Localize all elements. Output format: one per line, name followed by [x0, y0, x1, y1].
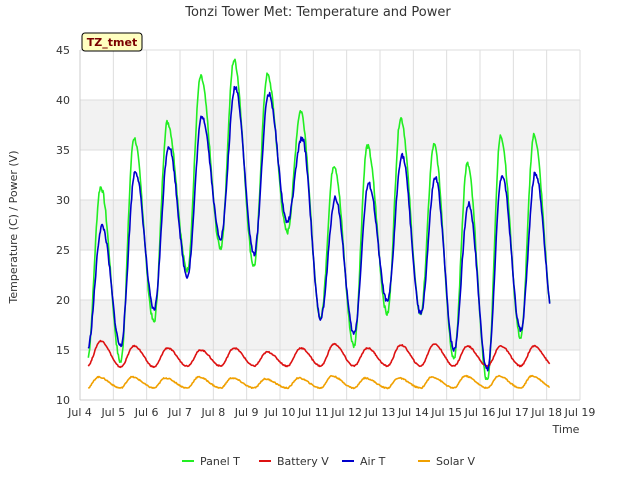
series-line-solar-v: [87, 374, 550, 390]
x-tick-label: Jul 19: [564, 406, 596, 419]
x-tick-label: Jul 18: [530, 406, 562, 419]
y-axis-label: Temperature (C) / Power (V): [7, 150, 20, 304]
x-tick-label: Jul 14: [397, 406, 429, 419]
y-tick-label: 45: [56, 44, 70, 57]
x-tick-label: Jul 15: [430, 406, 462, 419]
background-band: [80, 250, 580, 300]
y-tick-label: 30: [56, 194, 70, 207]
site-tag-box: [81, 32, 143, 52]
y-tick-label: 15: [56, 344, 70, 357]
x-tick-label: Jul 7: [167, 406, 192, 419]
series-line-air-t: [87, 85, 551, 372]
site-tag: TZ_tmet: [81, 32, 143, 52]
y-tick-label: 10: [56, 394, 70, 407]
axes: [79, 50, 580, 401]
x-tick-label: Jul 12: [330, 406, 362, 419]
background-band: [80, 300, 580, 350]
background-band: [80, 50, 580, 100]
x-tick-label: Jul 9: [234, 406, 259, 419]
y-tick-label: 40: [56, 94, 70, 107]
x-tick-label: Jul 17: [497, 406, 529, 419]
x-tick-label: Jul 5: [100, 406, 125, 419]
background-band: [80, 100, 580, 150]
x-tick-label: Jul 6: [134, 406, 159, 419]
x-axis-label: Time: [552, 423, 580, 436]
x-tick-label: Jul 16: [464, 406, 496, 419]
legend-label-battery-v: Battery V: [277, 455, 329, 468]
y-tick-label: 25: [56, 244, 70, 257]
legend-label-air-t: Air T: [360, 455, 386, 468]
y-tick-label: 20: [56, 294, 70, 307]
legend-label-solar-v: Solar V: [436, 455, 476, 468]
y-tick-label: 35: [56, 144, 70, 157]
series-line-battery-v: [87, 339, 551, 369]
chart-title: Tonzi Tower Met: Temperature and Power: [184, 5, 451, 20]
x-tick-label: Jul 10: [264, 406, 296, 419]
series-layer: [87, 58, 551, 390]
site-tag-label: TZ_tmet: [87, 36, 137, 49]
legend: Panel T Battery V Air T Solar V: [182, 455, 476, 468]
background-band: [80, 350, 580, 400]
legend-label-panel-t: Panel T: [200, 455, 240, 468]
x-tick-label: Jul 4: [67, 406, 92, 419]
x-tick-label: Jul 11: [297, 406, 329, 419]
x-tick-label: Jul 8: [200, 406, 225, 419]
x-tick-label: Jul 13: [364, 406, 396, 419]
tick-labels: 10 15 20 25 30 35 40 45 Jul 4 Jul 5 Jul 6 Jul 7 Jul …: [56, 44, 595, 419]
